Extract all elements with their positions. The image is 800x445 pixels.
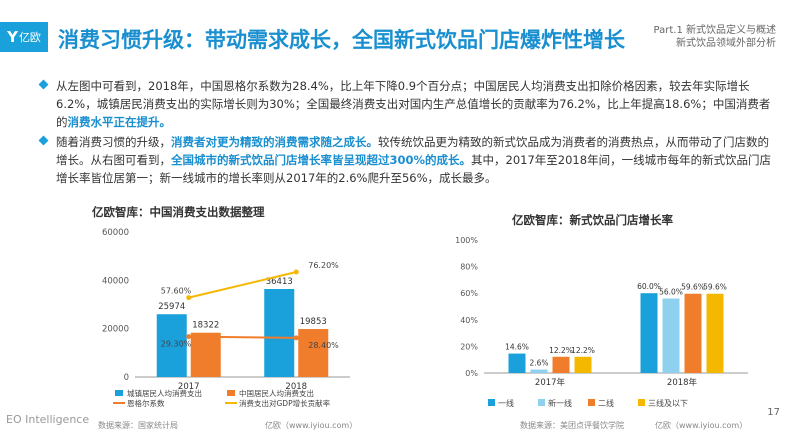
- legend-label: 新一线: [548, 398, 572, 408]
- bar: [156, 314, 187, 377]
- bar: [574, 356, 592, 373]
- legend-label: 恩格尔系数: [127, 398, 165, 408]
- bullet-text: 较传统饮品更为精致的新式饮品成为消费者的消费热点，从而带动了门店数的增长。从右图…: [56, 135, 769, 167]
- line-point: [293, 335, 299, 341]
- bar: [508, 353, 526, 373]
- section-label-line2: 新式饮品领域外部分析: [676, 38, 776, 49]
- bar: [190, 332, 221, 377]
- line-value-label: 28.40%: [308, 341, 339, 350]
- bar: [530, 369, 548, 373]
- bar-value-label: 25974: [158, 302, 185, 312]
- bar: [684, 293, 702, 373]
- bullet-highlight: 消费者对更为精致的消费需求随之成长。: [171, 135, 378, 149]
- left-chart-title: 亿欧智库：中国消费支出数据整理: [92, 205, 265, 219]
- right-chart-credit: 亿欧（www.iyiou.com）: [655, 421, 748, 430]
- y-tick-label: 80%: [460, 263, 478, 272]
- x-tick-label: 2018: [285, 382, 307, 392]
- legend-label: 三线及以下: [648, 398, 688, 408]
- consumption-chart: 0 20000 40000 60000 2017 25974 18322 2018 36413 1…: [102, 228, 350, 408]
- bullet-text: 从左图中可看到，2018年，中国恩格尔系数为28.4%，比上年下降0.9个百分点…: [56, 79, 771, 129]
- legend-swatch: [115, 390, 123, 396]
- y-tick-label: 20000: [102, 325, 129, 335]
- bullet-highlight: 消费水平正在提升。: [67, 115, 172, 129]
- line-value-label: 76.20%: [308, 261, 339, 270]
- y-tick-label: 0%: [465, 369, 478, 378]
- series-line: [188, 271, 297, 299]
- bullet-item: 从左图中可看到，2018年，中国恩格尔系数为28.4%，比上年下降0.9个百分点…: [38, 77, 775, 131]
- bar-value-label: 18322: [192, 321, 219, 331]
- legend-label: 二线: [598, 398, 614, 408]
- bar-value-label: 14.6%: [505, 343, 529, 352]
- page-title: 消费习惯升级：带动需求成长，全国新式饮品门店爆炸性增长: [58, 28, 625, 52]
- legend-swatch: [488, 399, 495, 406]
- section-label-line1: Part.1 新式饮品定义与概述: [653, 25, 776, 36]
- right-chart-source: 数据来源：美团点评餐饮学院: [520, 421, 624, 430]
- bar-value-label: 60.0%: [637, 282, 661, 291]
- bullet-list: 从左图中可看到，2018年，中国恩格尔系数为28.4%，比上年下降0.9个百分点…: [38, 77, 775, 189]
- bullet-highlight: 全国城市的新式饮品门店增长率皆呈现超过300%的成长。: [171, 153, 472, 167]
- bar-value-label: 2.6%: [529, 359, 548, 368]
- bar-value-label: 19853: [300, 317, 327, 327]
- bar-value-label: 12.2%: [549, 346, 573, 355]
- line-point: [186, 295, 192, 301]
- bar-value-label: 56.0%: [659, 288, 683, 297]
- x-tick-label: 2017年: [535, 377, 566, 388]
- bar-value-label: 59.6%: [681, 283, 705, 292]
- legend-label: 消费支出对GDP增长贡献率: [239, 398, 331, 408]
- y-tick-label: 100%: [455, 236, 478, 245]
- y-tick-label: 40000: [102, 276, 129, 286]
- y-tick-label: 20%: [460, 342, 478, 351]
- right-chart-title: 亿欧智库：新式饮品门店增长率: [512, 213, 673, 227]
- logo-icon: Y: [7, 28, 18, 46]
- y-tick-label: 40%: [460, 316, 478, 325]
- bar-value-label: 12.2%: [571, 346, 595, 355]
- legend-swatch: [638, 399, 645, 406]
- bar-value-label: 36413: [266, 277, 293, 287]
- left-chart-source: 数据来源：国家统计局: [98, 421, 178, 430]
- bar-value-label: 59.6%: [703, 283, 727, 292]
- logo-text: 亿欧: [18, 31, 41, 44]
- legend-swatch: [588, 399, 595, 406]
- bar: [552, 356, 570, 373]
- logo: Y 亿欧: [0, 22, 48, 52]
- bar: [662, 298, 680, 373]
- store-growth-chart: 0%20%40%60%80%100%2017年14.6%2.6%12.2%12.…: [455, 236, 748, 408]
- line-value-label: 29.30%: [161, 340, 192, 349]
- left-chart-credit: 亿欧（www.iyiou.com）: [265, 421, 358, 430]
- legend-swatch: [227, 390, 235, 396]
- bullet-text: 其中，2017年至2018年间，一线城市每年的新式饮品门店增长率皆位居第一；新一…: [56, 153, 772, 185]
- diamond-bullet-icon: [38, 79, 49, 90]
- y-tick-label: 60000: [102, 228, 129, 238]
- bar: [706, 293, 724, 373]
- legend-label: 一线: [498, 398, 514, 408]
- section-label: Part.1 新式饮品定义与概述 新式饮品领域外部分析: [654, 24, 776, 50]
- x-tick-label: 2017: [178, 382, 200, 392]
- y-tick-label: 0: [124, 373, 129, 383]
- legend-label: 城镇居民人均消费支出: [127, 388, 202, 398]
- legend-swatch: [538, 399, 545, 406]
- page-number: 17: [767, 407, 780, 418]
- bullet-text: 随着消费习惯的升级，: [56, 135, 171, 149]
- diamond-bullet-icon: [38, 135, 49, 146]
- line-value-label: 57.60%: [161, 287, 192, 296]
- bullet-item: 随着消费习惯的升级，消费者对更为精致的消费需求随之成长。较传统饮品更为精致的新式…: [38, 133, 775, 187]
- legend-label: 中国居民人均消费支出: [239, 388, 314, 398]
- bar: [264, 289, 295, 377]
- bar: [298, 329, 329, 377]
- line-point: [186, 334, 192, 340]
- y-tick-label: 60%: [460, 289, 478, 298]
- x-tick-label: 2018年: [667, 377, 698, 388]
- footer-brand: EO Intelligence: [6, 413, 90, 426]
- series-line: [188, 335, 297, 339]
- line-point: [293, 269, 299, 275]
- bar: [640, 293, 658, 373]
